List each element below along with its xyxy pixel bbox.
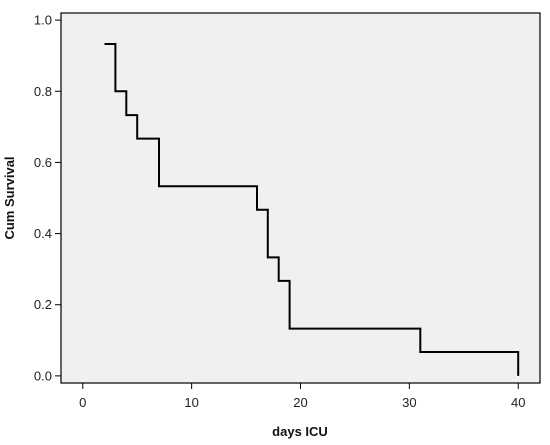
- x-axis-ticks: 0 10 20 30 40: [79, 383, 525, 410]
- x-tick-label: 40: [511, 395, 525, 410]
- x-tick-label: 0: [79, 395, 86, 410]
- y-axis-ticks: 0.0 0.2 0.4 0.6 0.8 1.0: [34, 13, 61, 383]
- survival-step-line: [104, 43, 520, 376]
- x-tick-label: 30: [402, 395, 416, 410]
- x-axis-label: days ICU: [272, 424, 328, 439]
- series-layer: [104, 43, 520, 376]
- y-tick-label: 0.8: [34, 84, 52, 99]
- x-tick-label: 10: [184, 395, 198, 410]
- x-tick-label: 20: [293, 395, 307, 410]
- y-axis-label: Cum Survival: [2, 156, 17, 239]
- y-tick-label: 0.4: [34, 226, 52, 241]
- y-tick-label: 1.0: [34, 13, 52, 28]
- y-tick-label: 0.0: [34, 368, 52, 383]
- y-tick-label: 0.6: [34, 155, 52, 170]
- y-tick-label: 0.2: [34, 297, 52, 312]
- plot-area: [60, 12, 541, 384]
